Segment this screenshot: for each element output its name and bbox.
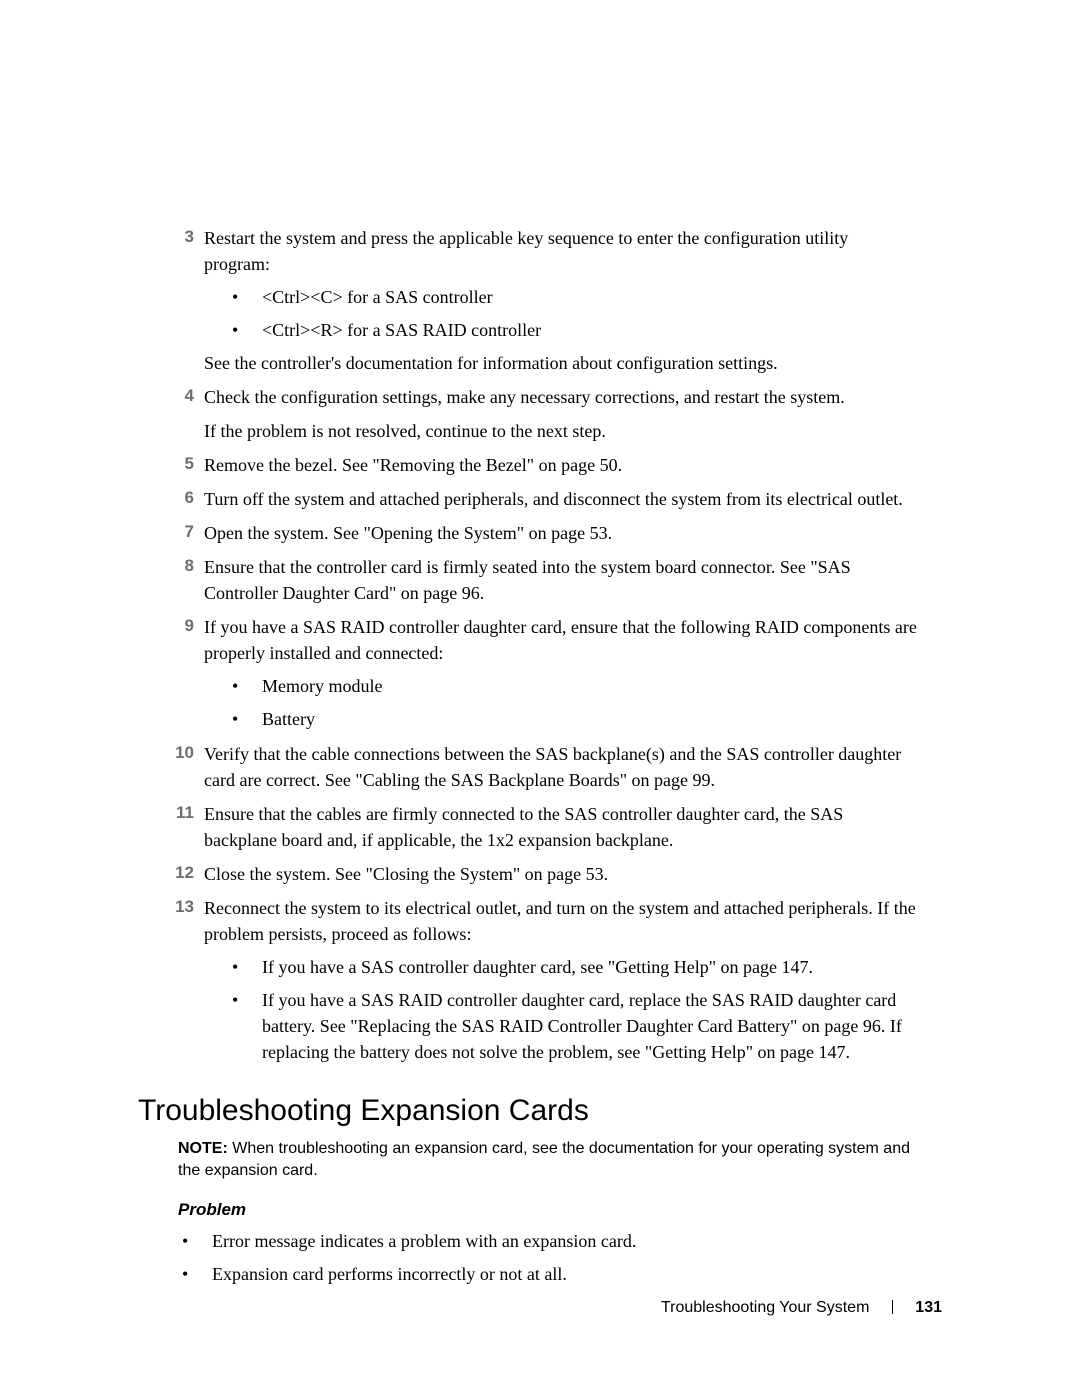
step-paragraph: If the problem is not resolved, continue… xyxy=(204,418,918,444)
step-bullet-item: If you have a SAS RAID controller daught… xyxy=(228,987,918,1065)
numbered-steps-list: Restart the system and press the applica… xyxy=(138,225,918,1066)
step-paragraph: Verify that the cable connections betwee… xyxy=(204,741,918,793)
page-footer: Troubleshooting Your System 131 xyxy=(661,1299,942,1317)
document-page: Restart the system and press the applica… xyxy=(0,0,1080,1397)
footer-separator xyxy=(892,1300,893,1314)
step-paragraph: Reconnect the system to its electrical o… xyxy=(204,895,918,947)
footer-chapter: Troubleshooting Your System xyxy=(661,1299,869,1316)
problem-list: Error message indicates a problem with a… xyxy=(178,1228,918,1287)
step-item: Remove the bezel. See "Removing the Beze… xyxy=(138,452,918,478)
step-paragraph: If you have a SAS RAID controller daught… xyxy=(204,614,918,666)
step-paragraph: Check the configuration settings, make a… xyxy=(204,384,918,410)
problem-item: Expansion card performs incorrectly or n… xyxy=(178,1261,918,1287)
step-bullet-list: Memory module Battery xyxy=(228,673,918,732)
step-item: Reconnect the system to its electrical o… xyxy=(138,895,918,1066)
page-content: Restart the system and press the applica… xyxy=(138,225,918,1288)
note-block: NOTE: When troubleshooting an expansion … xyxy=(178,1138,918,1183)
step-item: Close the system. See "Closing the Syste… xyxy=(138,861,918,887)
step-bullet-item: <Ctrl><R> for a SAS RAID controller xyxy=(228,317,918,343)
step-paragraph: Ensure that the cables are firmly connec… xyxy=(204,801,918,853)
step-paragraph: Restart the system and press the applica… xyxy=(204,225,918,277)
step-item: Ensure that the cables are firmly connec… xyxy=(138,801,918,853)
problem-item: Error message indicates a problem with a… xyxy=(178,1228,918,1254)
step-bullet-item: <Ctrl><C> for a SAS controller xyxy=(228,284,918,310)
step-bullet-item: If you have a SAS controller daughter ca… xyxy=(228,954,918,980)
step-item: Restart the system and press the applica… xyxy=(138,225,918,376)
step-paragraph: Open the system. See "Opening the System… xyxy=(204,520,918,546)
step-paragraph: Ensure that the controller card is firml… xyxy=(204,554,918,606)
problem-subheading: Problem xyxy=(178,1200,918,1220)
note-text: When troubleshooting an expansion card, … xyxy=(178,1140,910,1179)
step-item: Open the system. See "Opening the System… xyxy=(138,520,918,546)
step-bullet-list: If you have a SAS controller daughter ca… xyxy=(228,954,918,1065)
step-bullet-list: <Ctrl><C> for a SAS controller <Ctrl><R> … xyxy=(228,284,918,343)
step-paragraph: Remove the bezel. See "Removing the Beze… xyxy=(204,452,918,478)
step-item: Check the configuration settings, make a… xyxy=(138,384,918,443)
footer-page-number: 131 xyxy=(915,1299,942,1316)
note-label: NOTE: xyxy=(178,1140,228,1157)
step-item: Turn off the system and attached periphe… xyxy=(138,486,918,512)
step-paragraph: Turn off the system and attached periphe… xyxy=(204,486,918,512)
step-bullet-item: Battery xyxy=(228,706,918,732)
step-paragraph: See the controller's documentation for i… xyxy=(204,350,918,376)
step-item: If you have a SAS RAID controller daught… xyxy=(138,614,918,732)
section-heading: Troubleshooting Expansion Cards xyxy=(138,1094,918,1128)
step-paragraph: Close the system. See "Closing the Syste… xyxy=(204,861,918,887)
step-bullet-item: Memory module xyxy=(228,673,918,699)
step-item: Ensure that the controller card is firml… xyxy=(138,554,918,606)
step-item: Verify that the cable connections betwee… xyxy=(138,741,918,793)
